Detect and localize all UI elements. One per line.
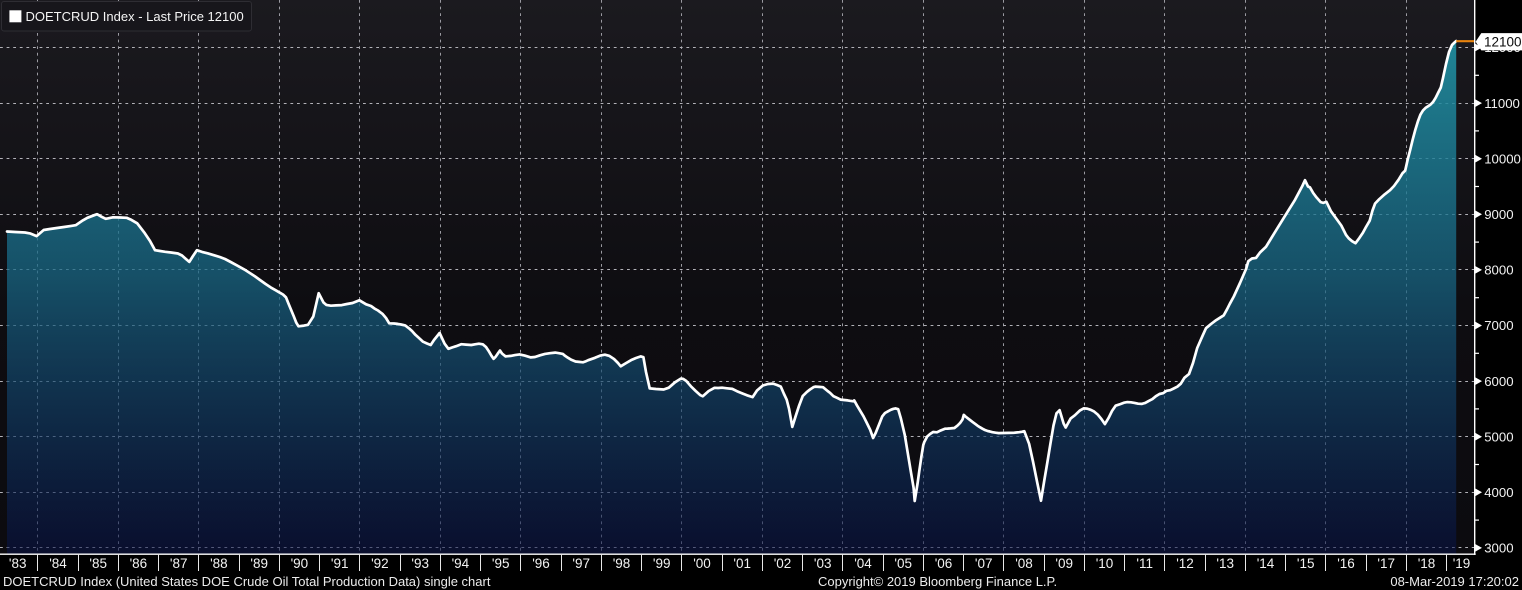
- svg-text:4000: 4000: [1484, 485, 1513, 500]
- svg-text:08-Mar-2019 17:20:02: 08-Mar-2019 17:20:02: [1390, 574, 1519, 589]
- svg-text:'15: '15: [1297, 556, 1315, 571]
- svg-text:'95: '95: [492, 556, 510, 571]
- svg-text:'10: '10: [1096, 556, 1114, 571]
- svg-text:5000: 5000: [1484, 429, 1513, 444]
- svg-text:'00: '00: [693, 556, 711, 571]
- svg-text:'05: '05: [894, 556, 912, 571]
- svg-text:'86: '86: [130, 556, 148, 571]
- svg-text:'13: '13: [1216, 556, 1234, 571]
- svg-text:'93: '93: [411, 556, 429, 571]
- svg-text:'97: '97: [572, 556, 590, 571]
- svg-text:'03: '03: [814, 556, 832, 571]
- svg-text:'12: '12: [1176, 556, 1194, 571]
- svg-text:7000: 7000: [1484, 318, 1513, 333]
- svg-text:'96: '96: [532, 556, 550, 571]
- svg-text:'90: '90: [291, 556, 309, 571]
- svg-text:'85: '85: [89, 556, 107, 571]
- svg-text:'19: '19: [1453, 556, 1471, 571]
- svg-text:'94: '94: [452, 556, 470, 571]
- svg-text:'83: '83: [9, 556, 27, 571]
- svg-text:'89: '89: [250, 556, 268, 571]
- svg-text:'84: '84: [49, 556, 67, 571]
- svg-text:'92: '92: [371, 556, 389, 571]
- svg-text:8000: 8000: [1484, 263, 1513, 278]
- svg-text:9000: 9000: [1484, 207, 1513, 222]
- svg-text:'17: '17: [1377, 556, 1395, 571]
- svg-text:'07: '07: [975, 556, 993, 571]
- svg-text:'06: '06: [935, 556, 953, 571]
- svg-text:'04: '04: [854, 556, 872, 571]
- svg-text:6000: 6000: [1484, 374, 1513, 389]
- svg-text:'99: '99: [653, 556, 671, 571]
- svg-text:10000: 10000: [1484, 151, 1521, 166]
- svg-text:'88: '88: [210, 556, 228, 571]
- svg-text:'16: '16: [1337, 556, 1355, 571]
- svg-text:'09: '09: [1055, 556, 1073, 571]
- svg-text:'91: '91: [331, 556, 349, 571]
- svg-text:Copyright© 2019 Bloomberg Fina: Copyright© 2019 Bloomberg Finance L.P.: [818, 574, 1057, 589]
- svg-text:'98: '98: [613, 556, 631, 571]
- svg-text:3000: 3000: [1484, 541, 1513, 556]
- svg-text:'02: '02: [774, 556, 792, 571]
- svg-text:'14: '14: [1257, 556, 1275, 571]
- svg-text:'11: '11: [1136, 556, 1153, 571]
- svg-text:12100: 12100: [1484, 35, 1522, 50]
- svg-text:DOETCRUD Index - Last Price 12: DOETCRUD Index - Last Price 12100: [26, 9, 244, 24]
- svg-text:'18: '18: [1418, 556, 1436, 571]
- svg-text:DOETCRUD Index (United States: DOETCRUD Index (United States DOE Crude …: [3, 574, 491, 589]
- svg-text:'01: '01: [733, 556, 751, 571]
- svg-text:'87: '87: [170, 556, 188, 571]
- svg-text:'08: '08: [1015, 556, 1033, 571]
- svg-text:11000: 11000: [1484, 96, 1520, 111]
